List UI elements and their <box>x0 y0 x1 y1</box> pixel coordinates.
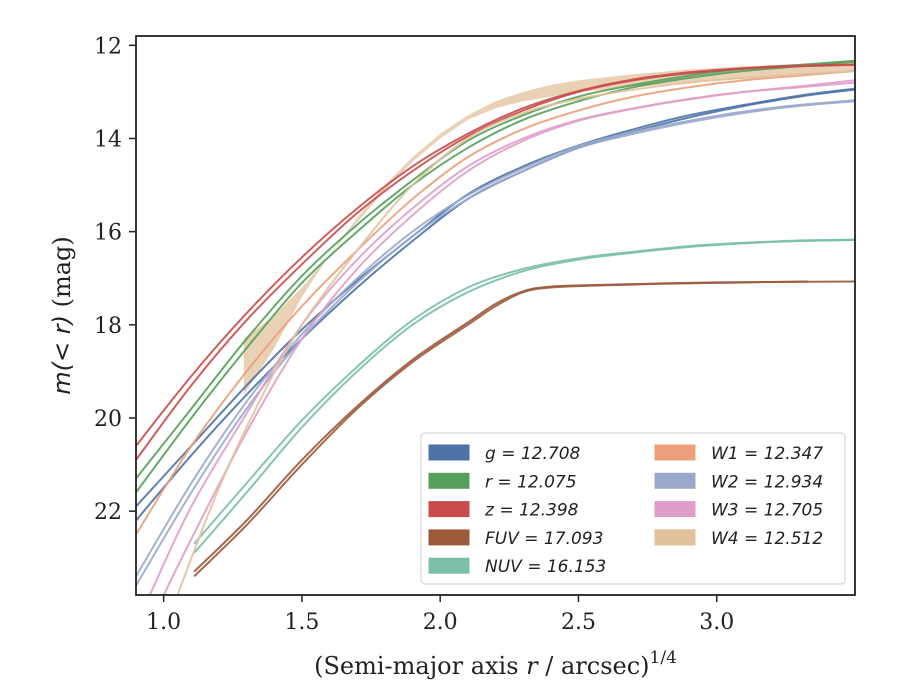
legend-swatch-z <box>428 501 470 518</box>
legend-label-w3: W3 = 12.705 <box>711 501 823 521</box>
legend-label-r: r = 12.075 <box>485 472 577 492</box>
legend-swatch-w2 <box>654 472 696 489</box>
series-line-w4-1 <box>176 69 855 595</box>
y-tick-label: 16 <box>94 221 122 246</box>
legend: g = 12.708 r = 12.075 z = 12.398 FUV = 17.0… <box>420 432 846 585</box>
y-tick-label: 22 <box>94 500 122 525</box>
axes-layer: 1.0 1.5 2.0 2.5 3.0 12 14 16 18 20 22 (Semi-major a… <box>48 34 856 680</box>
legend-label-w1: W1 = 12.347 <box>711 444 823 464</box>
series-line-w2-2 <box>136 99 855 577</box>
series-line-w2-1 <box>136 100 855 587</box>
y-tick-label: 20 <box>94 407 122 432</box>
legend-swatch-w4 <box>654 529 696 546</box>
band-w4 <box>243 61 855 395</box>
x-tick-label: 1.0 <box>146 610 181 635</box>
series-line-w1-1 <box>136 69 855 535</box>
legend-label-w4: W4 = 12.512 <box>711 529 823 549</box>
x-tick-label: 2.5 <box>561 610 596 635</box>
y-tick-label: 12 <box>94 34 122 59</box>
x-tick-label: 3.0 <box>699 610 734 635</box>
legend-swatch-w1 <box>654 444 696 461</box>
legend-label-fuv: FUV = 17.093 <box>485 529 603 549</box>
series-line-nuv-2 <box>193 238 855 545</box>
series-line-fuv-2 <box>193 280 855 573</box>
legend-swatch-r <box>428 472 470 489</box>
series-line-w3-2 <box>162 79 855 595</box>
line-layer <box>136 59 855 595</box>
legend-swatch-fuv <box>428 529 470 546</box>
series-line-r-1 <box>136 60 855 494</box>
legend-swatch-w3 <box>654 501 696 518</box>
legend-swatch-g <box>428 444 470 461</box>
legend-swatch-nuv <box>428 557 470 574</box>
x-tick-label: 2.0 <box>423 610 458 635</box>
y-tick-label: 18 <box>94 314 122 339</box>
series-line-z-2 <box>136 63 855 447</box>
legend-label-g: g = 12.708 <box>485 444 581 464</box>
x-axis-label: (Semi-major axis r / arcsec)1/4 <box>314 648 677 680</box>
legend-label-z: z = 12.398 <box>484 501 579 521</box>
plot-frame <box>135 35 856 596</box>
x-tick-label: 1.5 <box>284 610 319 635</box>
y-tick-label: 14 <box>94 127 122 152</box>
band-layer <box>243 61 855 395</box>
y-axis-label: m(< r) (mag) <box>48 236 76 395</box>
legend-label-w2: W2 = 12.934 <box>711 472 823 492</box>
legend-box <box>420 432 846 585</box>
legend-label-nuv: NUV = 16.153 <box>485 557 606 577</box>
